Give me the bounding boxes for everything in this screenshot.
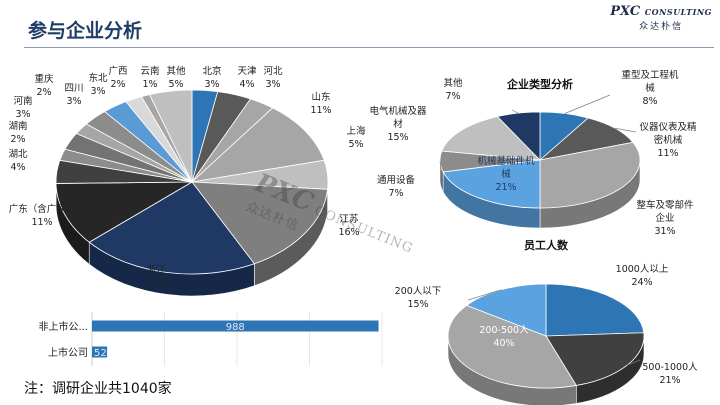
region-pie-slice-16 — [148, 89, 193, 183]
region-pie-slice-6 — [88, 181, 255, 275]
staff-size-pie-leader-1 — [626, 359, 641, 366]
enterprise-type-pie-leader-4 — [439, 161, 443, 179]
staff-size-pie-leader-0 — [611, 297, 614, 301]
region-pie-label-9: 湖南 2% — [8, 120, 27, 145]
bar-value-label-1: 52 — [94, 348, 107, 359]
logo-chinese-name: 众达朴信 — [639, 22, 684, 32]
region-pie-label-12: 四川 3% — [64, 83, 83, 107]
region-pie-label-5: 江苏 16% — [338, 213, 359, 238]
staff-size-pie-slice-0 — [545, 283, 645, 337]
enterprise-type-pie-label-3: 机械基础件机械 21% — [477, 155, 535, 193]
staff-size-pie: 1000人以上 24% 500-1000人 21% 200-500人 40% 200人以下 1… — [395, 264, 698, 405]
enterprise-type-pie-label-4: 通用设备 7% — [377, 174, 416, 199]
brand-logo: PXC CONSULTING 众达朴信 — [610, 4, 712, 32]
enterprise-type-pie-label-0: 重型及工程机械 8% — [621, 69, 679, 107]
region-pie-label-13: 东北 3% — [88, 72, 108, 97]
listing-bar-chart: 非上市公... 988 上市公司 52 — [38, 312, 383, 366]
bar-0 — [92, 320, 379, 332]
enterprise-type-pie-slice-5 — [441, 116, 542, 161]
page-title: 参与企业分析 — [28, 20, 143, 42]
region-pie-label-4: 上海 5% — [346, 125, 366, 150]
region-pie-label-8: 湖北 4% — [8, 149, 28, 173]
bar-category-label-0: 非上市公... — [38, 320, 88, 333]
region-pie-label-3: 山东 11% — [310, 91, 331, 116]
enterprise-type-pie-leader-6 — [511, 109, 519, 114]
region-pie: 北京 3% 天津 4% 河北 3% 山东 11% 上海 5% 江苏 16% 浙江 21% 广东（含广深） 11… — [8, 65, 366, 297]
region-pie-label-10: 河南 3% — [13, 95, 32, 120]
staff-size-pie-label-1: 500-1000人 21% — [642, 362, 698, 386]
enterprise-type-pie-leader-1 — [614, 127, 637, 133]
enterprise-type-pie-slice-1 — [538, 117, 634, 161]
region-pie-label-7: 广东（含广深） 11% — [9, 203, 76, 228]
enterprise-type-pie-leader-0 — [564, 94, 611, 114]
enterprise-type-pie-label-5: 电气机械及器材 15% — [369, 105, 427, 143]
logo-wordmark: PXC CONSULTING — [610, 4, 712, 19]
enterprise-type-pie: 重型及工程机械 8% 仪器仪表及精密机械 11% 整车及零部件企业 31% 机械基础件机械 2… — [369, 69, 697, 237]
region-pie-slice-3 — [190, 107, 325, 183]
region-pie-label-16: 其他 5% — [166, 65, 186, 90]
region-pie-label-1: 天津 4% — [237, 66, 257, 90]
bar-value-label-0: 988 — [226, 322, 245, 333]
region-pie-slice-5 — [191, 181, 329, 265]
title-divider — [24, 47, 714, 48]
region-pie-label-11: 重庆 2% — [34, 73, 54, 98]
bar-1 — [92, 346, 108, 358]
enterprise-type-pie-label-1: 仪器仪表及精密机械 11% — [639, 121, 697, 159]
region-pie-label-15: 云南 1% — [140, 65, 159, 90]
region-pie-label-2: 河北 3% — [263, 65, 283, 90]
region-pie-label-0: 北京 3% — [202, 65, 221, 90]
enterprise-type-pie-slice-3 — [442, 159, 541, 209]
pie-title-1: 企业类型分析 — [506, 77, 573, 91]
staff-size-pie-label-3: 200人以下 15% — [395, 286, 442, 310]
bar-category-label-1: 上市公司 — [48, 346, 88, 359]
enterprise-type-pie-slice-2 — [539, 141, 641, 209]
pie-title-2: 员工人数 — [524, 238, 569, 252]
region-pie-label-6: 浙江 21% — [145, 264, 166, 289]
footnote: 注：调研企业共1040家 — [24, 381, 172, 397]
staff-size-pie-slice-2 — [447, 304, 577, 389]
enterprise-type-pie-label-2: 整车及零部件企业 31% — [636, 199, 694, 237]
enterprise-type-pie-label-6: 其他 7% — [443, 77, 463, 102]
staff-size-pie-label-0: 1000人以上 24% — [616, 264, 669, 288]
staff-size-pie-label-2: 200-500人 40% — [479, 325, 529, 349]
region-pie-slice-7 — [55, 181, 194, 243]
staff-size-pie-leader-3 — [467, 289, 502, 301]
region-pie-label-14: 广西 2% — [108, 65, 127, 90]
